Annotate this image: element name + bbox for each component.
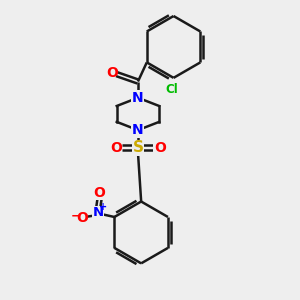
Text: O: O [107,66,118,80]
Text: N: N [132,123,144,137]
Text: O: O [110,141,122,155]
Text: Cl: Cl [166,83,178,96]
Text: −: − [71,209,81,222]
Text: O: O [94,186,106,200]
Text: O: O [76,212,88,226]
Text: S: S [132,140,143,155]
Text: N: N [132,91,144,105]
Text: O: O [154,141,166,155]
Text: +: + [99,202,107,212]
Text: N: N [93,206,104,219]
